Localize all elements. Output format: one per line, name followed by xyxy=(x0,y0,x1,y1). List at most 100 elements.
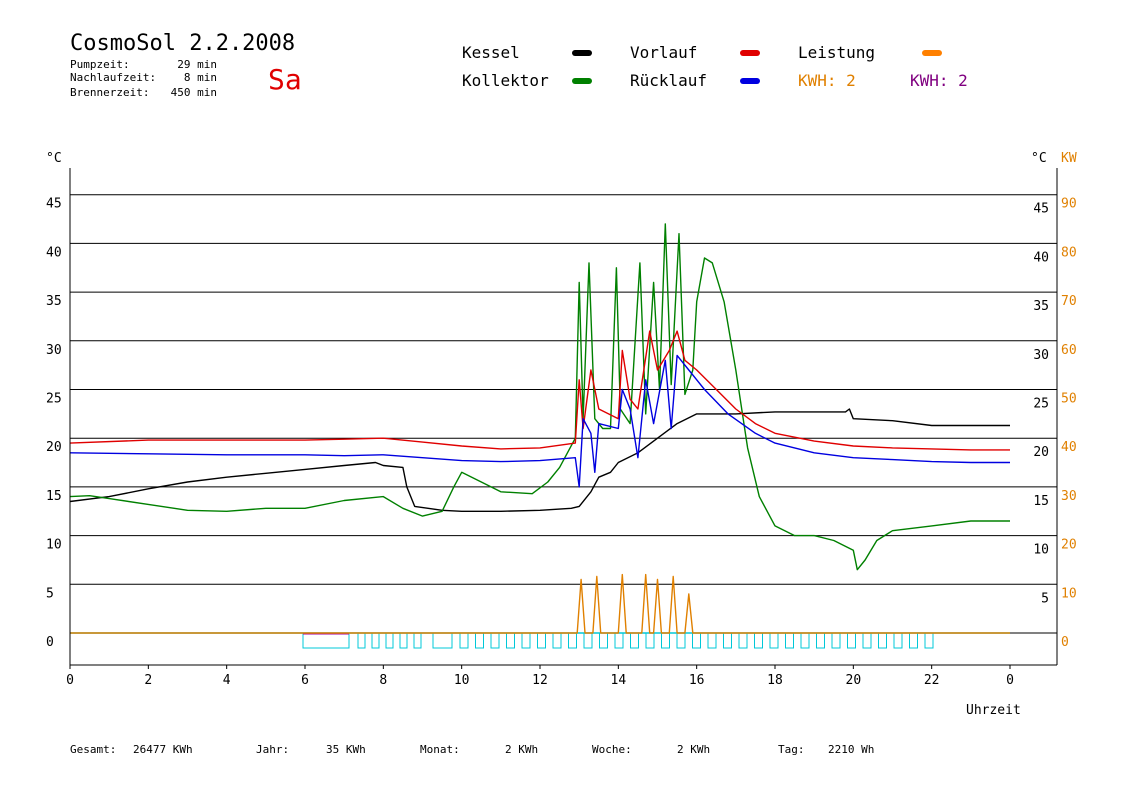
pump-status-pulse xyxy=(614,632,624,649)
x-tick: 16 xyxy=(689,673,705,688)
footer-value-jahr: 35 KWh xyxy=(326,743,366,756)
pump-status-pulse xyxy=(599,632,608,649)
series-lines xyxy=(69,223,1010,634)
pump-status-pulse xyxy=(459,632,469,649)
stat-value-brennerzeit: 450 min xyxy=(171,86,217,99)
legend-label-kollektor: Kollektor xyxy=(462,71,549,90)
pump-status-pulse xyxy=(385,632,394,649)
y-tick-left: 5 xyxy=(46,586,54,601)
y-tick-right-c: 5 xyxy=(1041,591,1049,606)
legend-swatch-ruecklauf xyxy=(740,78,760,84)
series-line-kollektor xyxy=(69,223,1010,571)
x-tick: 4 xyxy=(223,673,231,688)
footer-label-jahr: Jahr: xyxy=(256,743,289,756)
pump-status-bar xyxy=(70,632,1010,649)
y-tick-right-kw: 80 xyxy=(1061,245,1077,260)
pump-status-pulse xyxy=(723,632,732,649)
y-tick-left: 45 xyxy=(46,197,62,212)
footer-label-monat: Monat: xyxy=(420,743,460,756)
pump-status-pulse xyxy=(506,632,515,649)
pump-status-pulse xyxy=(878,632,887,649)
pump-status-pulse xyxy=(537,632,546,649)
series-line-leistung xyxy=(70,573,1010,634)
series-line-vorlauf xyxy=(69,330,1010,451)
y-tick-right-kw: 40 xyxy=(1061,440,1077,455)
y-tick-right-kw: 0 xyxy=(1061,635,1069,650)
y-tick-right-c: 45 xyxy=(1033,202,1049,217)
y-tick-right-kw: 20 xyxy=(1061,538,1077,553)
y-tick-left: 40 xyxy=(46,245,62,260)
pump-status-pulse xyxy=(707,632,717,649)
legend-swatch-leistung xyxy=(922,50,942,56)
x-tick: 0 xyxy=(66,673,74,688)
legend-swatch-vorlauf xyxy=(740,50,760,56)
y-tick-right-c: 20 xyxy=(1033,445,1049,460)
x-tick: 6 xyxy=(301,673,309,688)
pump-status-pulse xyxy=(568,632,577,649)
pump-status-pulse xyxy=(785,632,794,649)
legend-kwh-orange: KWH: 2 xyxy=(798,71,856,90)
x-tick: 8 xyxy=(379,673,387,688)
day-label: Sa xyxy=(268,63,302,96)
x-axis-label: Uhrzeit xyxy=(966,703,1021,718)
pump-status-pulse xyxy=(924,632,934,649)
legend-label-vorlauf: Vorlauf xyxy=(630,43,697,62)
stat-label-brennerzeit: Brennerzeit: xyxy=(70,86,149,99)
pump-status-pulse xyxy=(847,632,856,649)
legend-swatch-kollektor xyxy=(572,78,592,84)
y-tick-left: 10 xyxy=(46,538,62,553)
legend-swatch-kessel xyxy=(572,50,592,56)
legend-label-leistung: Leistung xyxy=(798,43,875,62)
y-tick-left: 35 xyxy=(46,294,62,309)
y-tick-right-kw: 50 xyxy=(1061,392,1077,407)
stat-label-nachlaufzeit: Nachlaufzeit: xyxy=(70,71,156,84)
pump-status-pulse xyxy=(909,632,918,649)
y-tick-right-c: 10 xyxy=(1033,543,1049,558)
y-tick-left: 20 xyxy=(46,440,62,455)
pump-status-pulse xyxy=(676,632,686,649)
pump-status-pulse xyxy=(583,632,593,649)
x-tick: 18 xyxy=(767,673,783,688)
pump-status-pulse xyxy=(800,632,810,649)
y-tick-right-c: 25 xyxy=(1033,397,1049,412)
pump-status-pulse xyxy=(816,632,825,649)
pump-status-pulse xyxy=(552,632,562,649)
pump-status-pulse xyxy=(371,632,380,649)
y-tick-right-c: 40 xyxy=(1033,250,1049,265)
footer-label-woche: Woche: xyxy=(592,743,632,756)
pump-status-pulse xyxy=(862,632,872,649)
pump-status-pulse xyxy=(754,632,763,649)
legend-label-ruecklauf: Rücklauf xyxy=(630,71,707,90)
pump-status-pulse xyxy=(645,632,655,649)
stat-value-pumpzeit: 29 min xyxy=(177,58,217,71)
pump-status-pulse xyxy=(357,632,366,649)
pump-status-pulse xyxy=(692,632,701,649)
x-tick: 22 xyxy=(924,673,940,688)
pump-status-block-top xyxy=(303,633,349,635)
grid-lines xyxy=(70,194,1057,634)
y-tick-left: 25 xyxy=(46,392,62,407)
pump-status-pulse xyxy=(399,632,408,649)
y-tick-right-c: 15 xyxy=(1033,494,1049,509)
pump-status-pulse xyxy=(893,632,903,649)
series-line-kessel xyxy=(69,408,1010,512)
stat-label-pumpzeit: Pumpzeit: xyxy=(70,58,130,71)
pump-status-pulse xyxy=(490,632,500,649)
footer-value-woche: 2 KWh xyxy=(677,743,710,756)
legend-kwh-purple: KWH: 2 xyxy=(910,71,968,90)
pump-status-pulse xyxy=(738,632,748,649)
y-tick-left: 0 xyxy=(46,635,54,650)
y-tick-right-c: 30 xyxy=(1033,348,1049,363)
pump-status-pulse xyxy=(831,632,841,649)
footer-value-tag: 2210 Wh xyxy=(828,743,874,756)
y-tick-left: 15 xyxy=(46,489,62,504)
footer-value-monat: 2 KWh xyxy=(505,743,538,756)
pump-status-pulse xyxy=(661,632,670,649)
y-axis-right-unit-kw: KW xyxy=(1061,151,1077,166)
chart-title: CosmoSol 2.2.2008 xyxy=(70,31,295,56)
x-tick: 2 xyxy=(144,673,152,688)
axis-ticks: 0510152025303540455101520253035404501020… xyxy=(46,197,1077,688)
footer-value-gesamt: 26477 KWh xyxy=(133,743,193,756)
series-line-rcklauf xyxy=(69,354,1010,488)
y-tick-right-c: 35 xyxy=(1033,299,1049,314)
